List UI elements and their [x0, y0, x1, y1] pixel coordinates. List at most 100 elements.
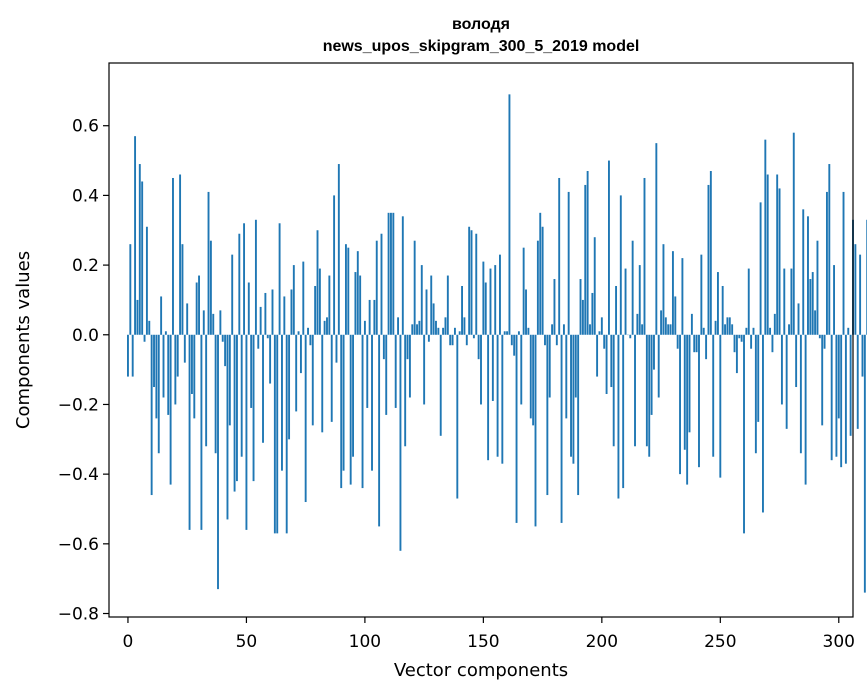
bar [316, 230, 319, 335]
bar [449, 334, 452, 346]
bar [721, 285, 724, 335]
bar [487, 334, 490, 461]
bar [662, 244, 665, 335]
bar [453, 327, 456, 335]
bar [269, 334, 272, 384]
bar [631, 240, 634, 335]
bar [162, 334, 165, 398]
bar [551, 324, 554, 335]
bar [506, 331, 509, 335]
bar [586, 171, 589, 335]
bar [198, 275, 200, 335]
bar [489, 268, 492, 335]
bar [572, 334, 575, 464]
bar [231, 254, 234, 335]
bar [534, 334, 537, 527]
bar [707, 184, 710, 335]
bar-series [127, 94, 867, 593]
bar [799, 334, 802, 454]
bar [757, 334, 760, 422]
bar [134, 136, 137, 335]
bar [217, 334, 219, 590]
bar [579, 279, 582, 335]
bar [660, 310, 663, 335]
bar [825, 191, 828, 335]
bar [695, 334, 698, 353]
bar [719, 334, 722, 478]
bar [778, 188, 781, 335]
bar [555, 334, 558, 346]
bar [307, 327, 309, 335]
bar [437, 327, 440, 335]
bar [773, 313, 776, 335]
bar [733, 334, 736, 353]
bar [311, 334, 314, 426]
bar [636, 313, 639, 335]
bar [790, 268, 793, 335]
chart-title-line2: news_upos_skipgram_300_5_2019 model [323, 38, 640, 55]
bar [598, 331, 601, 335]
bar [629, 334, 632, 339]
bar [442, 327, 445, 335]
bar [795, 334, 798, 388]
bar [610, 334, 613, 388]
bar [513, 334, 516, 356]
bar [814, 310, 817, 335]
bar [650, 334, 653, 415]
bar [653, 334, 655, 370]
bar [413, 240, 416, 335]
bar [837, 334, 840, 419]
bar [591, 292, 594, 335]
y-tick-label: 0.6 [72, 117, 99, 137]
bar [854, 244, 857, 335]
x-tick-label: 200 [586, 632, 618, 652]
bar [292, 265, 295, 335]
bar [840, 334, 843, 468]
bar [816, 240, 819, 335]
bar [735, 334, 738, 374]
bar [716, 272, 719, 335]
bar [468, 226, 471, 335]
bar [615, 285, 618, 335]
bar [352, 334, 354, 457]
bar [740, 334, 743, 342]
bar [233, 334, 236, 492]
y-tick-label: 0.0 [72, 326, 99, 346]
bar [439, 334, 442, 436]
bar [254, 219, 257, 335]
bar [470, 230, 473, 335]
bar [342, 334, 345, 471]
bar [141, 181, 144, 335]
bar [340, 334, 343, 489]
bar [783, 268, 786, 335]
bar [323, 320, 326, 335]
bar [648, 334, 651, 457]
bar [619, 195, 622, 335]
bar [190, 334, 193, 394]
bar [264, 292, 267, 335]
bar [700, 254, 703, 335]
x-tick-label: 0 [123, 632, 134, 652]
bar [309, 334, 312, 346]
bar [562, 324, 565, 335]
bar [643, 177, 646, 335]
bar [418, 320, 421, 335]
bar [172, 177, 174, 335]
bar [150, 334, 153, 496]
bar [811, 272, 814, 335]
bar [525, 289, 527, 335]
bar [567, 191, 570, 335]
bar [605, 334, 608, 394]
bar [425, 289, 428, 335]
bar [589, 324, 591, 335]
bar [219, 310, 222, 335]
bar [480, 334, 482, 405]
bar [693, 334, 696, 353]
bar [491, 334, 494, 401]
bar [224, 334, 227, 367]
bar [238, 233, 241, 335]
plot-frame [108, 62, 854, 618]
x-tick-label: 100 [349, 632, 381, 652]
bar [304, 334, 307, 503]
